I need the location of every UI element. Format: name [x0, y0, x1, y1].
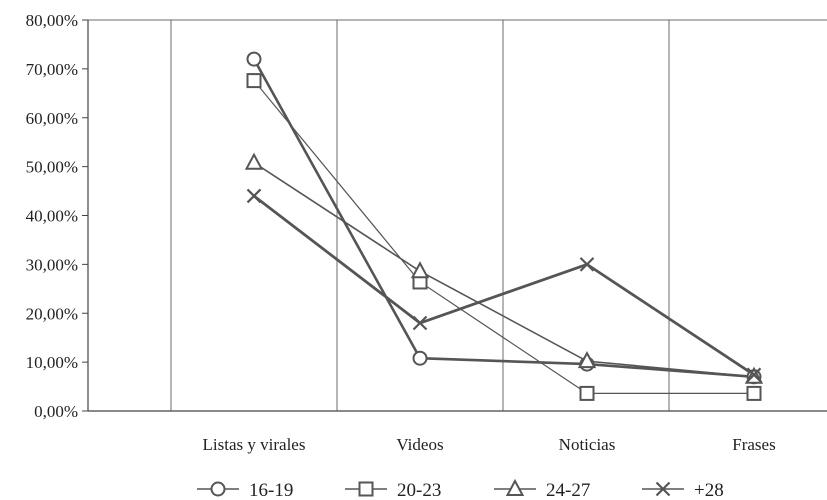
marker-square: [246, 73, 262, 89]
marker-x: [579, 257, 595, 272]
marker-triangle: [410, 261, 430, 279]
y-tick-label: 20,00%: [26, 304, 78, 323]
grid-lines: [88, 19, 827, 411]
series-lines: [252, 58, 755, 395]
marker-x-stroke: [412, 315, 428, 331]
legend-label: 24-27: [546, 480, 590, 500]
y-tick-label: 80,00%: [26, 11, 78, 30]
marker-square: [746, 385, 762, 401]
x-tick-label: Frases: [732, 435, 775, 454]
marker-circle: [246, 51, 262, 67]
marker-triangle: [577, 351, 597, 369]
marker-square: [579, 385, 595, 401]
y-tick-labels: 0,00% 10,00% 20,00% 30,00% 40,00% 50,00% 60,00…: [26, 11, 78, 421]
y-tick-label: 10,00%: [26, 353, 78, 372]
marker-x-stroke: [246, 188, 262, 204]
legend-label: 16-19: [249, 480, 293, 500]
y-tick-label: 40,00%: [26, 207, 78, 226]
legend: 16-19 20-23 24-27 +28: [197, 478, 724, 500]
x-tick-label: Videos: [396, 435, 443, 454]
marker-x: [246, 188, 262, 204]
y-tick-label: 60,00%: [26, 109, 78, 128]
marker-x-stroke: [655, 481, 671, 497]
marker-x: [746, 367, 762, 383]
y-tick-label: 30,00%: [26, 255, 78, 274]
marker-circle: [412, 350, 428, 366]
marker-x-stroke: [746, 367, 762, 383]
series-line: [253, 194, 755, 377]
y-tick-label: 70,00%: [26, 60, 78, 79]
legend-label: 20-23: [397, 480, 441, 500]
x-tick-label: Listas y virales: [203, 435, 306, 454]
marker-x-stroke: [579, 257, 595, 272]
legend-label: +28: [694, 480, 724, 500]
series-line: [253, 80, 754, 395]
marker-circle: [210, 481, 226, 497]
marker-triangle: [244, 152, 264, 170]
y-tick-label: 50,00%: [26, 158, 78, 177]
marker-x: [412, 315, 428, 331]
x-tick-label: Noticias: [559, 435, 616, 454]
marker-square: [358, 481, 374, 497]
marker-x: [655, 481, 671, 497]
x-tick-labels: Listas y virales Videos Noticias Frases: [203, 435, 776, 454]
series-markers: [244, 51, 764, 401]
series-line: [253, 162, 755, 378]
series-line: [252, 58, 755, 379]
y-tick-label: 0,00%: [34, 402, 78, 421]
marker-triangle: [505, 478, 525, 496]
axes: [82, 19, 827, 412]
